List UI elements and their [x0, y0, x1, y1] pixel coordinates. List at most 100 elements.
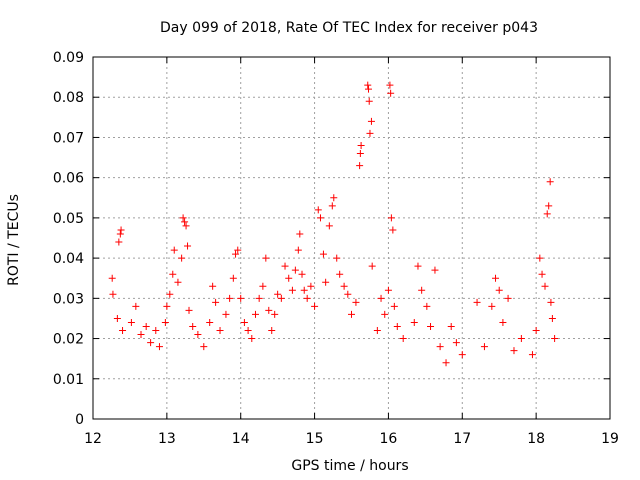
data-point — [452, 339, 460, 347]
data-point — [458, 351, 466, 359]
data-point — [298, 270, 306, 278]
data-point — [381, 310, 389, 318]
data-point — [262, 254, 270, 262]
data-point — [473, 298, 481, 306]
x-axis-label: GPS time / hours — [291, 458, 408, 474]
data-point — [547, 298, 555, 306]
data-point — [182, 222, 190, 230]
data-point — [384, 286, 392, 294]
data-point — [152, 327, 160, 335]
y-tick-label: 0 — [75, 412, 84, 428]
data-point — [532, 327, 540, 335]
data-point — [255, 294, 263, 302]
y-tick-label: 0.08 — [53, 90, 84, 106]
data-point — [541, 282, 549, 290]
data-point — [300, 286, 308, 294]
data-point — [357, 141, 365, 149]
data-point — [480, 343, 488, 351]
data-point — [288, 286, 296, 294]
data-point — [427, 322, 435, 330]
data-point — [314, 206, 322, 214]
data-point — [132, 302, 140, 310]
data-point — [410, 318, 418, 326]
y-tick-label: 0.01 — [53, 372, 84, 388]
y-axis-label: ROTI / TECUs — [6, 194, 22, 286]
data-point — [170, 246, 178, 254]
data-point — [373, 327, 381, 335]
data-point — [365, 97, 373, 105]
data-point — [344, 290, 352, 298]
data-point — [109, 290, 117, 298]
data-point — [517, 335, 525, 343]
data-point — [303, 294, 311, 302]
data-point — [117, 226, 125, 234]
data-point — [333, 254, 341, 262]
data-point — [294, 246, 302, 254]
data-point — [366, 129, 374, 137]
x-tick-label: 17 — [453, 431, 471, 447]
data-point — [543, 210, 551, 218]
data-point — [551, 335, 559, 343]
data-point — [387, 214, 395, 222]
data-point — [387, 89, 395, 97]
x-tick-label: 15 — [306, 431, 324, 447]
data-point — [336, 270, 344, 278]
data-point — [546, 178, 554, 186]
data-point — [431, 266, 439, 274]
data-point — [538, 270, 546, 278]
x-tick-label: 14 — [232, 431, 250, 447]
data-point — [322, 278, 330, 286]
chart-title: Day 099 of 2018, Rate Of TEC Index for r… — [160, 20, 538, 36]
data-point — [319, 250, 327, 258]
data-point — [436, 343, 444, 351]
y-tick-label: 0.05 — [53, 211, 84, 227]
data-point — [179, 214, 187, 222]
data-point — [216, 327, 224, 335]
data-point — [265, 306, 273, 314]
data-point — [206, 318, 214, 326]
data-point — [423, 302, 431, 310]
data-point — [209, 282, 217, 290]
data-point — [325, 222, 333, 230]
data-point — [268, 327, 276, 335]
data-point — [234, 246, 242, 254]
data-point — [274, 290, 282, 298]
data-point — [185, 306, 193, 314]
data-point — [364, 81, 372, 89]
y-tick-label: 0.02 — [53, 332, 84, 348]
data-point — [178, 254, 186, 262]
data-point — [147, 339, 155, 347]
x-tick-label: 18 — [527, 431, 545, 447]
grid-lines — [93, 57, 610, 419]
data-point — [232, 250, 240, 258]
y-tick-label: 0.03 — [53, 291, 84, 307]
data-point — [528, 351, 536, 359]
data-point — [212, 298, 220, 306]
data-point — [510, 347, 518, 355]
data-point — [418, 286, 426, 294]
y-tick-label: 0.09 — [53, 50, 84, 66]
data-point — [108, 274, 116, 282]
data-point — [536, 254, 544, 262]
data-point — [442, 359, 450, 367]
data-point — [200, 343, 208, 351]
plot-frame — [92, 56, 611, 420]
data-point — [548, 314, 556, 322]
data-point — [163, 302, 171, 310]
data-point — [499, 318, 507, 326]
data-point — [348, 310, 355, 318]
data-point — [240, 318, 248, 326]
data-point — [222, 310, 230, 318]
data-point — [368, 262, 376, 270]
data-point — [330, 194, 338, 202]
data-point — [248, 335, 256, 343]
data-point — [271, 310, 279, 318]
data-point — [545, 202, 553, 210]
data-point — [116, 230, 124, 238]
data-point — [194, 331, 202, 339]
data-point — [389, 226, 397, 234]
data-point — [229, 274, 237, 282]
y-tick-label: 0.06 — [53, 171, 84, 187]
data-point — [356, 150, 364, 158]
data-point — [492, 274, 500, 282]
